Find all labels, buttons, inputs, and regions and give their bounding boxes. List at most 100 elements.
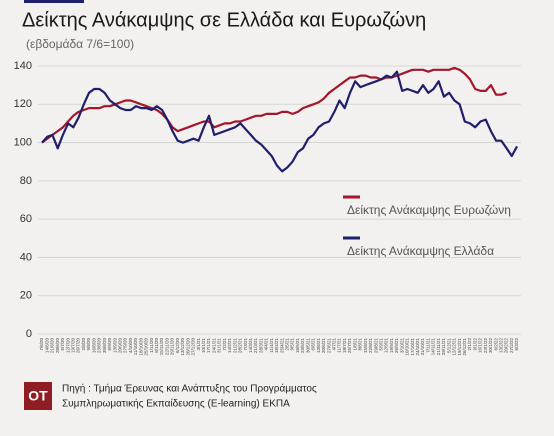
- x-tick-label: 9/8/20: [86, 338, 91, 351]
- x-tick-label: 25/7/21: [347, 338, 352, 354]
- line-series: [41, 70, 518, 173]
- logo: [24, 382, 52, 410]
- x-tick-label: 31/1/21: [217, 338, 222, 354]
- x-tick-label: 30/8/20: [102, 338, 107, 354]
- line-series: [41, 66, 507, 144]
- x-tick-label: 7/6/20: [39, 338, 44, 351]
- x-tick-label: 1/8/21: [352, 338, 357, 351]
- x-tick-label: 8/8/21: [358, 338, 363, 351]
- x-tick-label: 12/12/21: [452, 338, 457, 356]
- x-tick-label: 18/7/21: [342, 338, 347, 354]
- x-tick-label: 18/4/21: [274, 338, 279, 354]
- x-tick-label: 27/12/20: [191, 338, 196, 356]
- x-tick-label: 31/10/21: [420, 338, 425, 356]
- x-tick-label: 17/1/21: [206, 338, 211, 354]
- x-tick-label: 23/8/20: [97, 338, 102, 354]
- x-tick-label: 2/8/20: [81, 338, 86, 351]
- source: Πηγή : Τμήμα Έρευνας και Ανάπτυξης του Π…: [62, 383, 317, 395]
- x-tick-label: 16/5/21: [295, 338, 300, 354]
- x-tick-label: 9/5/21: [290, 338, 295, 351]
- x-tick-label: 23/1/22: [483, 338, 488, 354]
- source: Συμπληρωματικής Εκπαίδευσης (E-learning)…: [62, 398, 290, 410]
- x-tick-label: 28/3/21: [258, 338, 263, 354]
- x-tick-label: 25/4/21: [279, 338, 284, 354]
- y-tick-label: 0: [26, 328, 32, 340]
- x-tick-label: 27/9/20: [123, 338, 128, 354]
- x-tick-label: 28/6/20: [55, 338, 60, 354]
- x-tick-label: 12/7/20: [65, 338, 70, 354]
- x-tick-label: 16/8/20: [91, 338, 96, 354]
- x-tick-label: 7/11/21: [425, 338, 430, 353]
- x-tick-label: 21/6/20: [50, 338, 55, 354]
- x-tick-label: 26/12/21: [462, 338, 467, 356]
- x-tick-label: 28/2/21: [238, 338, 243, 354]
- x-tick-label: 5/12/21: [446, 338, 451, 354]
- x-tick-label: 13/12/20: [180, 338, 185, 356]
- x-tick-label: 3/1/21: [196, 338, 201, 351]
- x-tick-label: 19/9/21: [389, 338, 394, 354]
- x-tick-label: 29/11/20: [170, 338, 175, 356]
- x-tick-label: 5/9/21: [378, 338, 383, 351]
- x-tick-label: 4/4/21: [264, 338, 269, 351]
- x-tick-label: 9/1/22: [472, 338, 477, 351]
- x-tick-label: 16/1/22: [478, 338, 483, 354]
- x-tick-label: 20/12/20: [185, 338, 190, 356]
- x-tick-label: 21/11/21: [436, 338, 441, 356]
- x-tick-label: 20/6/21: [321, 338, 326, 354]
- x-tick-label: 14/3/21: [248, 338, 253, 354]
- x-tick-label: 6/9/20: [107, 338, 112, 351]
- x-tick-label: 15/8/21: [363, 338, 368, 354]
- x-tick-label: 11/7/21: [337, 338, 342, 353]
- logo-text: ΟΤ: [28, 388, 48, 404]
- x-tick-label: 30/5/21: [305, 338, 310, 354]
- x-tick-label: 14/2/21: [227, 338, 232, 354]
- x-tick-label: 1/11/20: [149, 338, 154, 353]
- x-tick-label: 28/11/21: [441, 338, 446, 356]
- x-tick-label: 24/1/21: [211, 338, 216, 354]
- x-tick-label: 7/2/21: [222, 338, 227, 351]
- x-tick-label: 11/4/21: [269, 338, 274, 353]
- x-tick-label: 13/2/22: [499, 338, 504, 354]
- x-tick-label: 2/1/22: [467, 338, 472, 351]
- x-tick-label: 13/9/20: [112, 338, 117, 354]
- x-tick-label: 2/5/21: [285, 338, 290, 351]
- legend-label: Δείκτης Ανάκαμψης Ελλάδα: [347, 244, 494, 258]
- x-tick-label: 8/11/20: [154, 338, 159, 353]
- x-tick-label: 20/9/20: [117, 338, 122, 354]
- x-tick-label: 12/9/21: [384, 338, 389, 354]
- x-tick-label: 22/11/20: [164, 338, 169, 356]
- x-tick-label: 6/3/22: [514, 338, 519, 351]
- x-tick-label: 3/10/21: [399, 338, 404, 354]
- x-tick-label: 26/9/21: [394, 338, 399, 354]
- y-tick-label: 140: [14, 60, 32, 72]
- y-tick-label: 120: [14, 98, 32, 110]
- x-tick-label: 11/10/20: [133, 338, 138, 356]
- x-tick-label: 7/3/21: [243, 338, 248, 351]
- x-tick-label: 27/6/21: [326, 338, 331, 354]
- y-tick-label: 80: [20, 175, 32, 187]
- x-tick-label: 30/1/22: [488, 338, 493, 354]
- x-tick-label: 25/10/20: [144, 338, 149, 356]
- x-tick-label: 19/12/21: [457, 338, 462, 356]
- x-tick-label: 18/10/20: [138, 338, 143, 356]
- y-tick-label: 60: [20, 213, 32, 225]
- top-accent: [24, 0, 84, 3]
- x-tick-label: 6/2/22: [493, 338, 498, 351]
- x-tick-label: 26/7/20: [76, 338, 81, 354]
- x-tick-label: 20/2/22: [504, 338, 509, 354]
- chart-subtitle: (εβδομάδα 7/6=100): [26, 37, 134, 51]
- x-tick-label: 27/2/22: [509, 338, 514, 354]
- x-tick-label: 6/12/20: [175, 338, 180, 354]
- x-tick-label: 4/7/21: [331, 338, 336, 351]
- x-tick-label: 17/10/21: [410, 338, 415, 356]
- x-tick-label: 4/10/20: [128, 338, 133, 354]
- y-tick-label: 100: [14, 136, 32, 148]
- legend-label: Δείκτης Ανάκαμψης Ευρωζώνη: [347, 203, 511, 217]
- x-tick-label: 15/11/20: [159, 338, 164, 356]
- x-tick-label: 10/1/21: [201, 338, 206, 354]
- x-tick-label: 10/10/21: [405, 338, 410, 356]
- x-tick-label: 6/6/21: [311, 338, 316, 351]
- x-tick-label: 21/3/21: [253, 338, 258, 354]
- x-tick-label: 13/6/21: [316, 338, 321, 354]
